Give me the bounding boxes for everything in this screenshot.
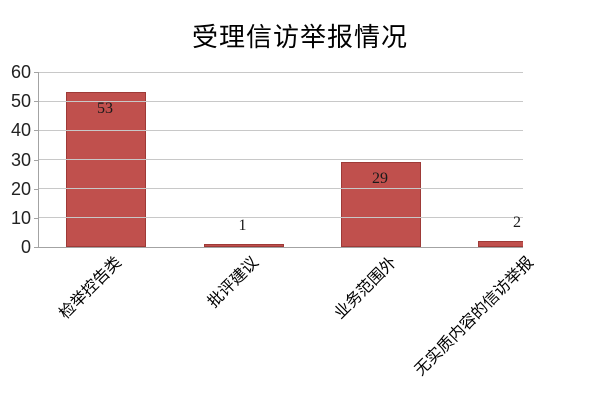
y-tick-30 (34, 159, 38, 161)
y-tick-10 (34, 217, 38, 219)
value-label-3: 29 (372, 170, 388, 187)
category-label-4: 无实质内容的信访举报 (411, 254, 538, 380)
y-axis-tick-label: 60 (10, 62, 31, 82)
y-tick-20 (34, 188, 38, 190)
gridline-10 (39, 217, 523, 219)
y-axis-tick-label: 30 (10, 149, 31, 170)
value-label-2: 1 (238, 217, 247, 234)
bar-2 (203, 244, 284, 247)
category-label-1: 检举控告类 (56, 254, 126, 323)
bars-layer (39, 72, 523, 247)
gridline-30 (39, 159, 523, 160)
gridline-20 (39, 188, 523, 190)
y-axis-tick-label: 20 (10, 178, 31, 199)
y-tick-40 (34, 130, 38, 132)
y-axis-tick-label: 10 (10, 207, 31, 228)
y-axis-tick-label: 50 (10, 91, 31, 112)
y-axis-tick-label: 40 (10, 120, 31, 141)
bar-1 (66, 92, 146, 247)
y-tick-60 (34, 72, 38, 73)
bar-3 (341, 162, 421, 247)
bar-4 (478, 241, 523, 247)
category-label-3: 业务范围外 (331, 254, 401, 323)
chart-title: 受理信访举报情况 (191, 23, 408, 52)
value-label-1: 53 (97, 100, 113, 117)
y-axis-tick-label: 0 (20, 237, 31, 257)
gridline-60 (39, 71, 523, 73)
category-label-2: 批评建议 (205, 254, 263, 312)
plot-area (38, 71, 523, 248)
value-label-4: 2 (513, 214, 521, 231)
gridline-50 (39, 100, 523, 102)
y-tick-50 (34, 101, 38, 103)
y-tick-0 (34, 247, 38, 248)
gridline-40 (39, 129, 523, 131)
